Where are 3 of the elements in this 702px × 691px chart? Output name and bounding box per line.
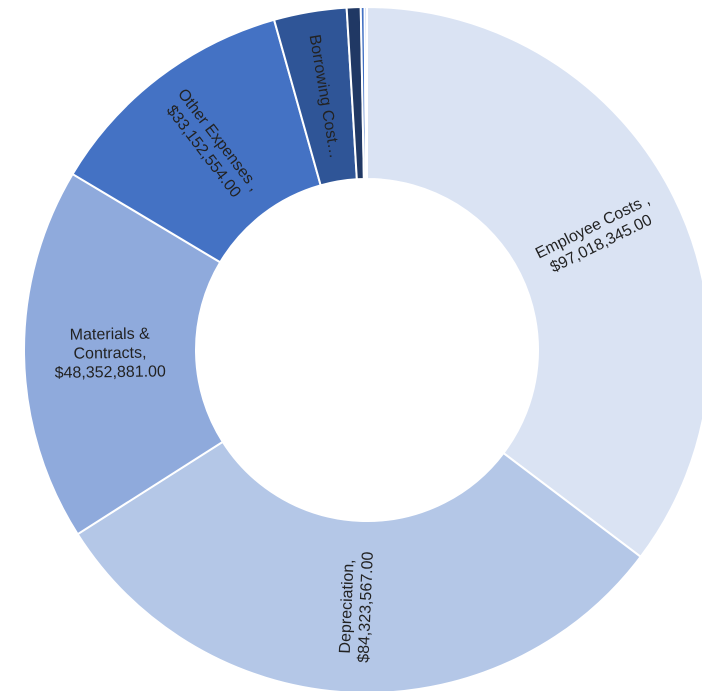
slice-label: Depreciation, $84,323,567.00: [336, 551, 377, 664]
slice-label: Materials & Contracts, $48,352,881.00: [54, 326, 166, 382]
slice-label: Borrowing Cost…: [306, 33, 344, 160]
